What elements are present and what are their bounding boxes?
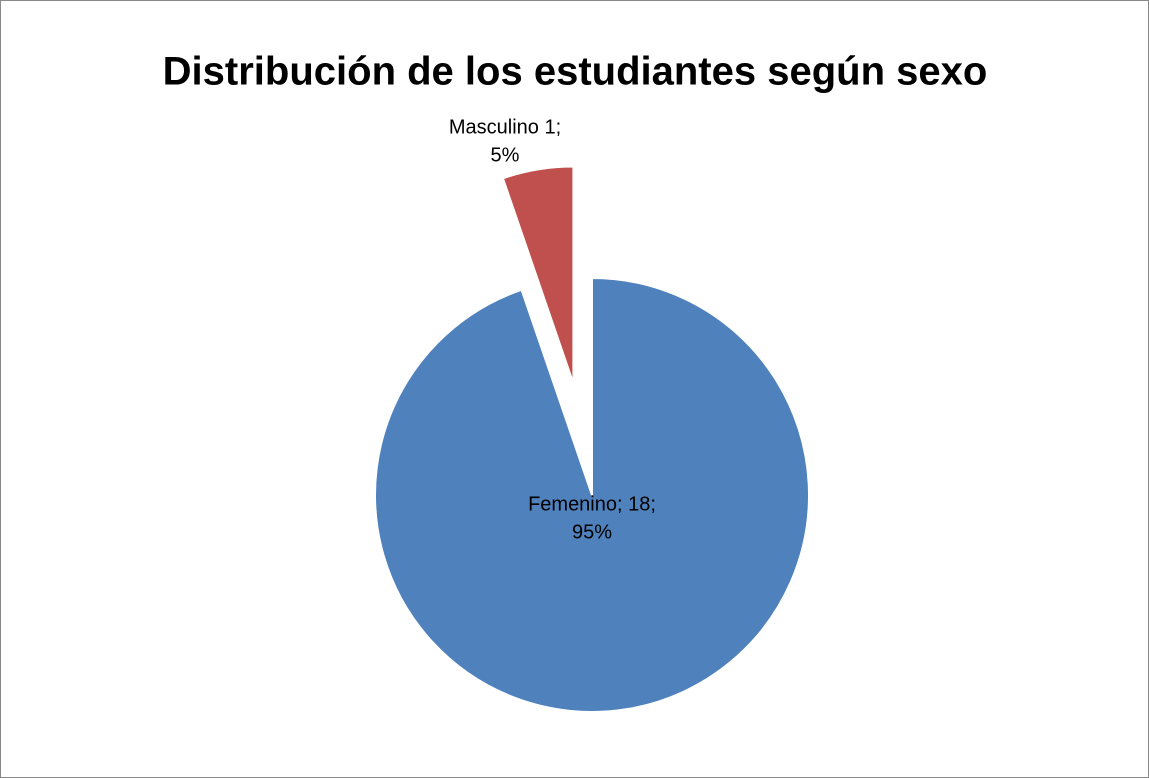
pie-slice [501,165,575,384]
chart-title: Distribución de los estudiantes según se… [163,50,988,94]
data-label: Masculino 1; [449,116,561,138]
data-label: 95% [572,521,612,543]
pie-slice [374,276,811,713]
data-label: 5% [491,144,520,166]
data-label: Femenino; 18; [528,493,656,515]
